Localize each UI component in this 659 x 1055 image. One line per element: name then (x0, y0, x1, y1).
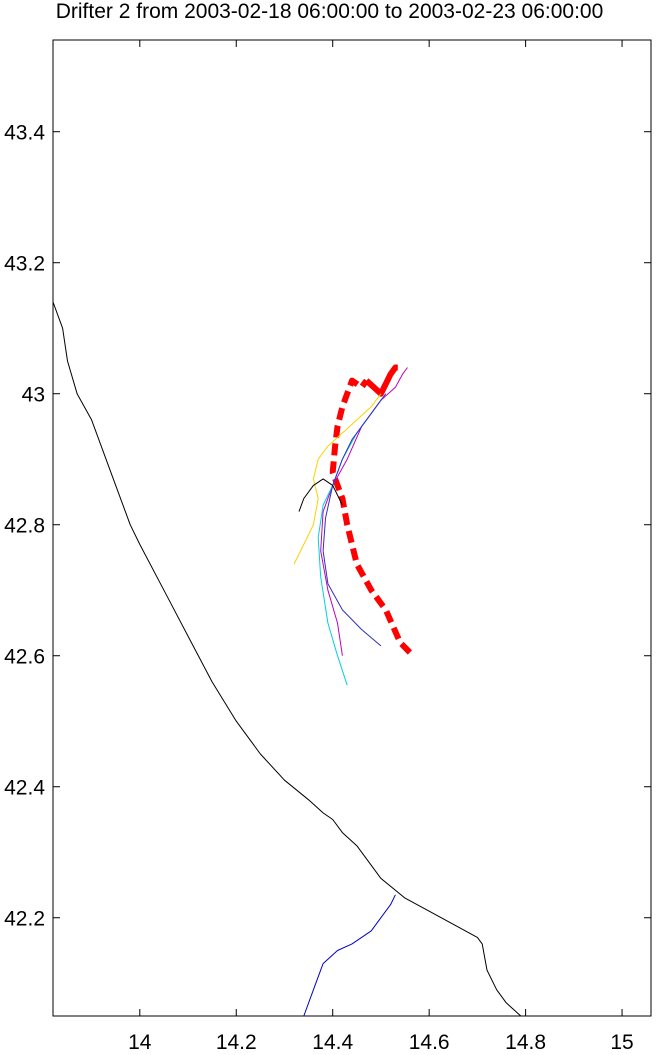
series-line-4 (320, 367, 408, 656)
y-tick-label: 42.2 (4, 908, 45, 931)
y-tick-label: 42.6 (4, 646, 45, 669)
series-line-8 (298, 478, 343, 512)
series-layer (52, 301, 522, 1017)
x-tick-label: 14 (128, 1031, 152, 1054)
x-tick-label: 14.8 (505, 1031, 546, 1054)
axes-layer: 14 14.2 14.4 14.6 14.8 15 42.2 42.4 42.6 42.8 43 43… (4, 40, 651, 1054)
x-tick-label: 14.4 (312, 1031, 353, 1054)
y-tick-label: 43.2 (4, 253, 45, 276)
series-line-1 (303, 894, 396, 1017)
y-tick-label: 42.8 (4, 515, 45, 538)
x-tick-label: 14.6 (409, 1031, 450, 1054)
y-tick-label: 42.4 (4, 777, 45, 800)
plot-frame (52, 39, 652, 1017)
y-tick-label: 43.4 (4, 122, 45, 145)
series-line-3 (364, 364, 399, 397)
series-line-7 (293, 393, 382, 565)
series-line-0 (52, 301, 522, 1017)
series-line-6 (322, 393, 387, 647)
series-line-2 (329, 377, 413, 655)
chart-title: Drifter 2 from 2003-02-18 06:00:00 to 20… (55, 0, 604, 23)
y-tick-label: 43 (22, 384, 45, 407)
x-tick-label: 15 (610, 1031, 633, 1054)
x-tick-label: 14.2 (216, 1031, 257, 1054)
